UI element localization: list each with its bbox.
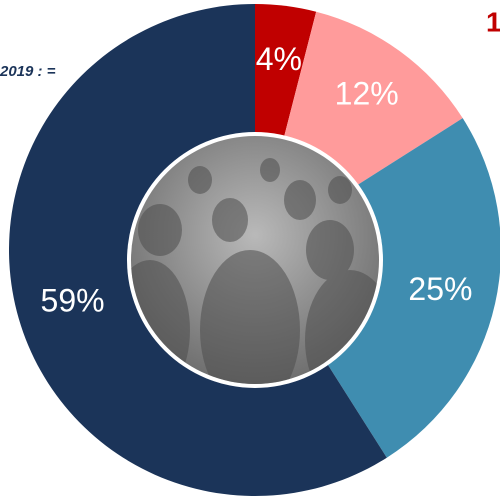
- annotation: 1: [486, 6, 500, 37]
- value-label: 25%: [408, 271, 472, 307]
- value-label: 12%: [335, 76, 399, 112]
- center-photo: [127, 132, 383, 388]
- value-label: 4%: [256, 41, 302, 77]
- annotation: 2019 : =: [0, 63, 56, 80]
- value-label: 59%: [41, 282, 105, 318]
